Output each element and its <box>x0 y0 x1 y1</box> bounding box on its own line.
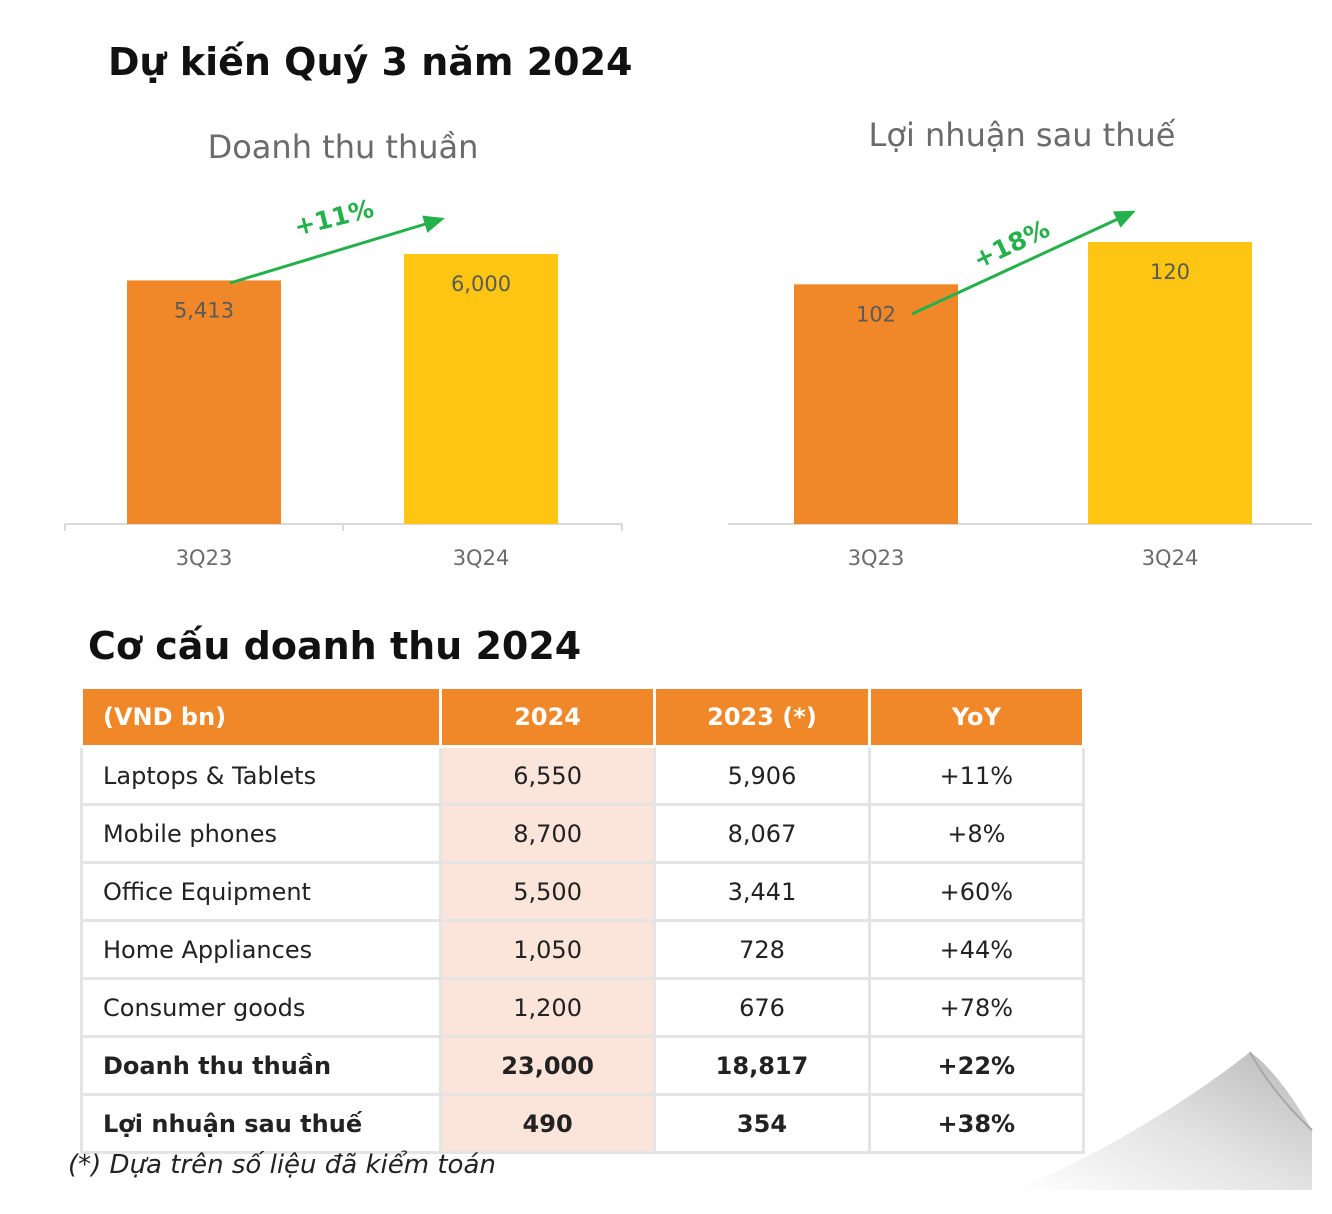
growth-arrow <box>229 215 445 285</box>
revenue-structure-table: (VND bn) 2024 2023 (*) YoY Laptops & Tab… <box>80 686 1086 1154</box>
row-label: Home Appliances <box>80 919 442 980</box>
bar-3Q24 <box>1088 242 1252 524</box>
table-row: Consumer goods 1,200 676 +78% <box>80 977 1086 1038</box>
value-2024: 23,000 <box>438 1035 657 1096</box>
value-2023: 354 <box>653 1093 871 1154</box>
row-label: Consumer goods <box>80 977 442 1038</box>
table-row: Mobile phones 8,700 8,067 +8% <box>80 803 1086 864</box>
header-2023: 2023 (*) <box>653 686 871 748</box>
value-yoy: +38% <box>867 1093 1086 1154</box>
table-row: Laptops & Tablets 6,550 5,906 +11% <box>80 745 1086 806</box>
value-yoy: +22% <box>867 1035 1086 1096</box>
page-heading: Dự kiến Quý 3 năm 2024 <box>108 40 633 84</box>
bar-3Q23 <box>127 280 281 524</box>
value-2024: 1,050 <box>438 919 657 980</box>
row-label: Lợi nhuận sau thuế <box>80 1093 442 1154</box>
value-2024: 6,550 <box>438 745 657 806</box>
table-row: Office Equipment 5,500 3,441 +60% <box>80 861 1086 922</box>
growth-arrow <box>911 210 1136 316</box>
page-curl-decoration <box>1015 1051 1313 1190</box>
value-2024: 5,500 <box>438 861 657 922</box>
revenue-chart-title: Doanh thu thuần <box>207 128 479 166</box>
value-yoy: +44% <box>867 919 1086 980</box>
table-header-row: (VND bn) 2024 2023 (*) YoY <box>80 686 1086 748</box>
value-yoy: +78% <box>867 977 1086 1038</box>
footnote: (*) Dựa trên số liệu đã kiểm toán <box>68 1150 496 1180</box>
growth-label: +11% <box>291 194 376 242</box>
value-2023: 3,441 <box>653 861 871 922</box>
bar-value-label: 6,000 <box>451 272 511 296</box>
row-label: Office Equipment <box>80 861 442 922</box>
value-2023: 5,906 <box>653 745 871 806</box>
table-row: Lợi nhuận sau thuế 490 354 +38% <box>80 1093 1086 1154</box>
header-unit: (VND bn) <box>80 686 442 748</box>
header-yoy: YoY <box>867 686 1086 748</box>
x-tick-label: 3Q23 <box>848 546 905 570</box>
bar-value-label: 120 <box>1150 260 1190 284</box>
value-yoy: +60% <box>867 861 1086 922</box>
row-label: Mobile phones <box>80 803 442 864</box>
profit-chart-title: Lợi nhuận sau thuế <box>868 116 1176 154</box>
bar-3Q23 <box>794 284 958 524</box>
x-tick-label: 3Q24 <box>1142 546 1199 570</box>
x-tick-label: 3Q23 <box>176 546 233 570</box>
value-yoy: +8% <box>867 803 1086 864</box>
value-2023: 8,067 <box>653 803 871 864</box>
bar-3Q24 <box>404 254 558 524</box>
value-2024: 1,200 <box>438 977 657 1038</box>
value-2024: 8,700 <box>438 803 657 864</box>
header-2024: 2024 <box>438 686 657 748</box>
row-label: Laptops & Tablets <box>80 745 442 806</box>
bar-charts: 5,413 3Q23 6,000 3Q24 +11% 102 3Q23 120 3Q24 +18% <box>64 194 1312 570</box>
value-2023: 676 <box>653 977 871 1038</box>
table-row: Doanh thu thuần 23,000 18,817 +22% <box>80 1035 1086 1096</box>
table-row: Home Appliances 1,050 728 +44% <box>80 919 1086 980</box>
table-heading: Cơ cấu doanh thu 2024 <box>88 624 582 668</box>
row-label: Doanh thu thuần <box>80 1035 442 1096</box>
value-2023: 18,817 <box>653 1035 871 1096</box>
x-tick-label: 3Q24 <box>453 546 510 570</box>
growth-label: +18% <box>969 214 1054 274</box>
value-yoy: +11% <box>867 745 1086 806</box>
bar-value-label: 102 <box>856 302 896 326</box>
value-2023: 728 <box>653 919 871 980</box>
value-2024: 490 <box>438 1093 657 1154</box>
bar-value-label: 5,413 <box>174 298 234 322</box>
